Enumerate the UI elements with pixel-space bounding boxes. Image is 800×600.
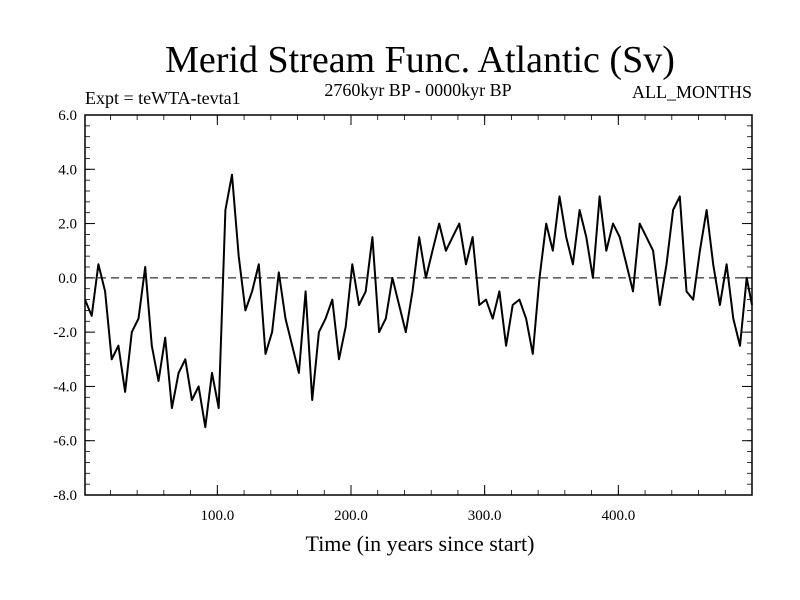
plot-frame: [84, 114, 753, 496]
x-tick-label: 400.0: [601, 508, 635, 524]
period-label: 2760kyr BP - 0000kyr BP: [324, 80, 511, 100]
y-tick-label: 6.0: [58, 108, 77, 124]
y-tick-label: -4.0: [53, 379, 77, 395]
series-line: [84, 173, 753, 429]
y-tick-label: 4.0: [58, 162, 77, 178]
y-tick-label: -2.0: [53, 325, 77, 341]
y-tick-label: -6.0: [53, 434, 77, 450]
x-tick-label: 200.0: [334, 508, 368, 524]
y-tick-label: 2.0: [58, 217, 77, 233]
season-label: ALL_MONTHS: [632, 82, 752, 102]
x-axis: 100.0 200.0 300.0 400.0: [109, 115, 753, 524]
y-tick-label: 0.0: [58, 271, 77, 287]
x-axis-label: Time (in years since start): [306, 531, 535, 556]
x-tick-label: 300.0: [468, 508, 502, 524]
y-tick-label: -8.0: [53, 488, 77, 504]
y-axis: -8.0 -6.0 -4.0 -2.0 0.0 2.0 4.0 6.0: [53, 108, 752, 504]
x-tick-label: 100.0: [200, 508, 234, 524]
experiment-label: Expt = teWTA-tevta1: [85, 88, 241, 108]
chart-title: Merid Stream Func. Atlantic (Sv): [165, 39, 675, 81]
